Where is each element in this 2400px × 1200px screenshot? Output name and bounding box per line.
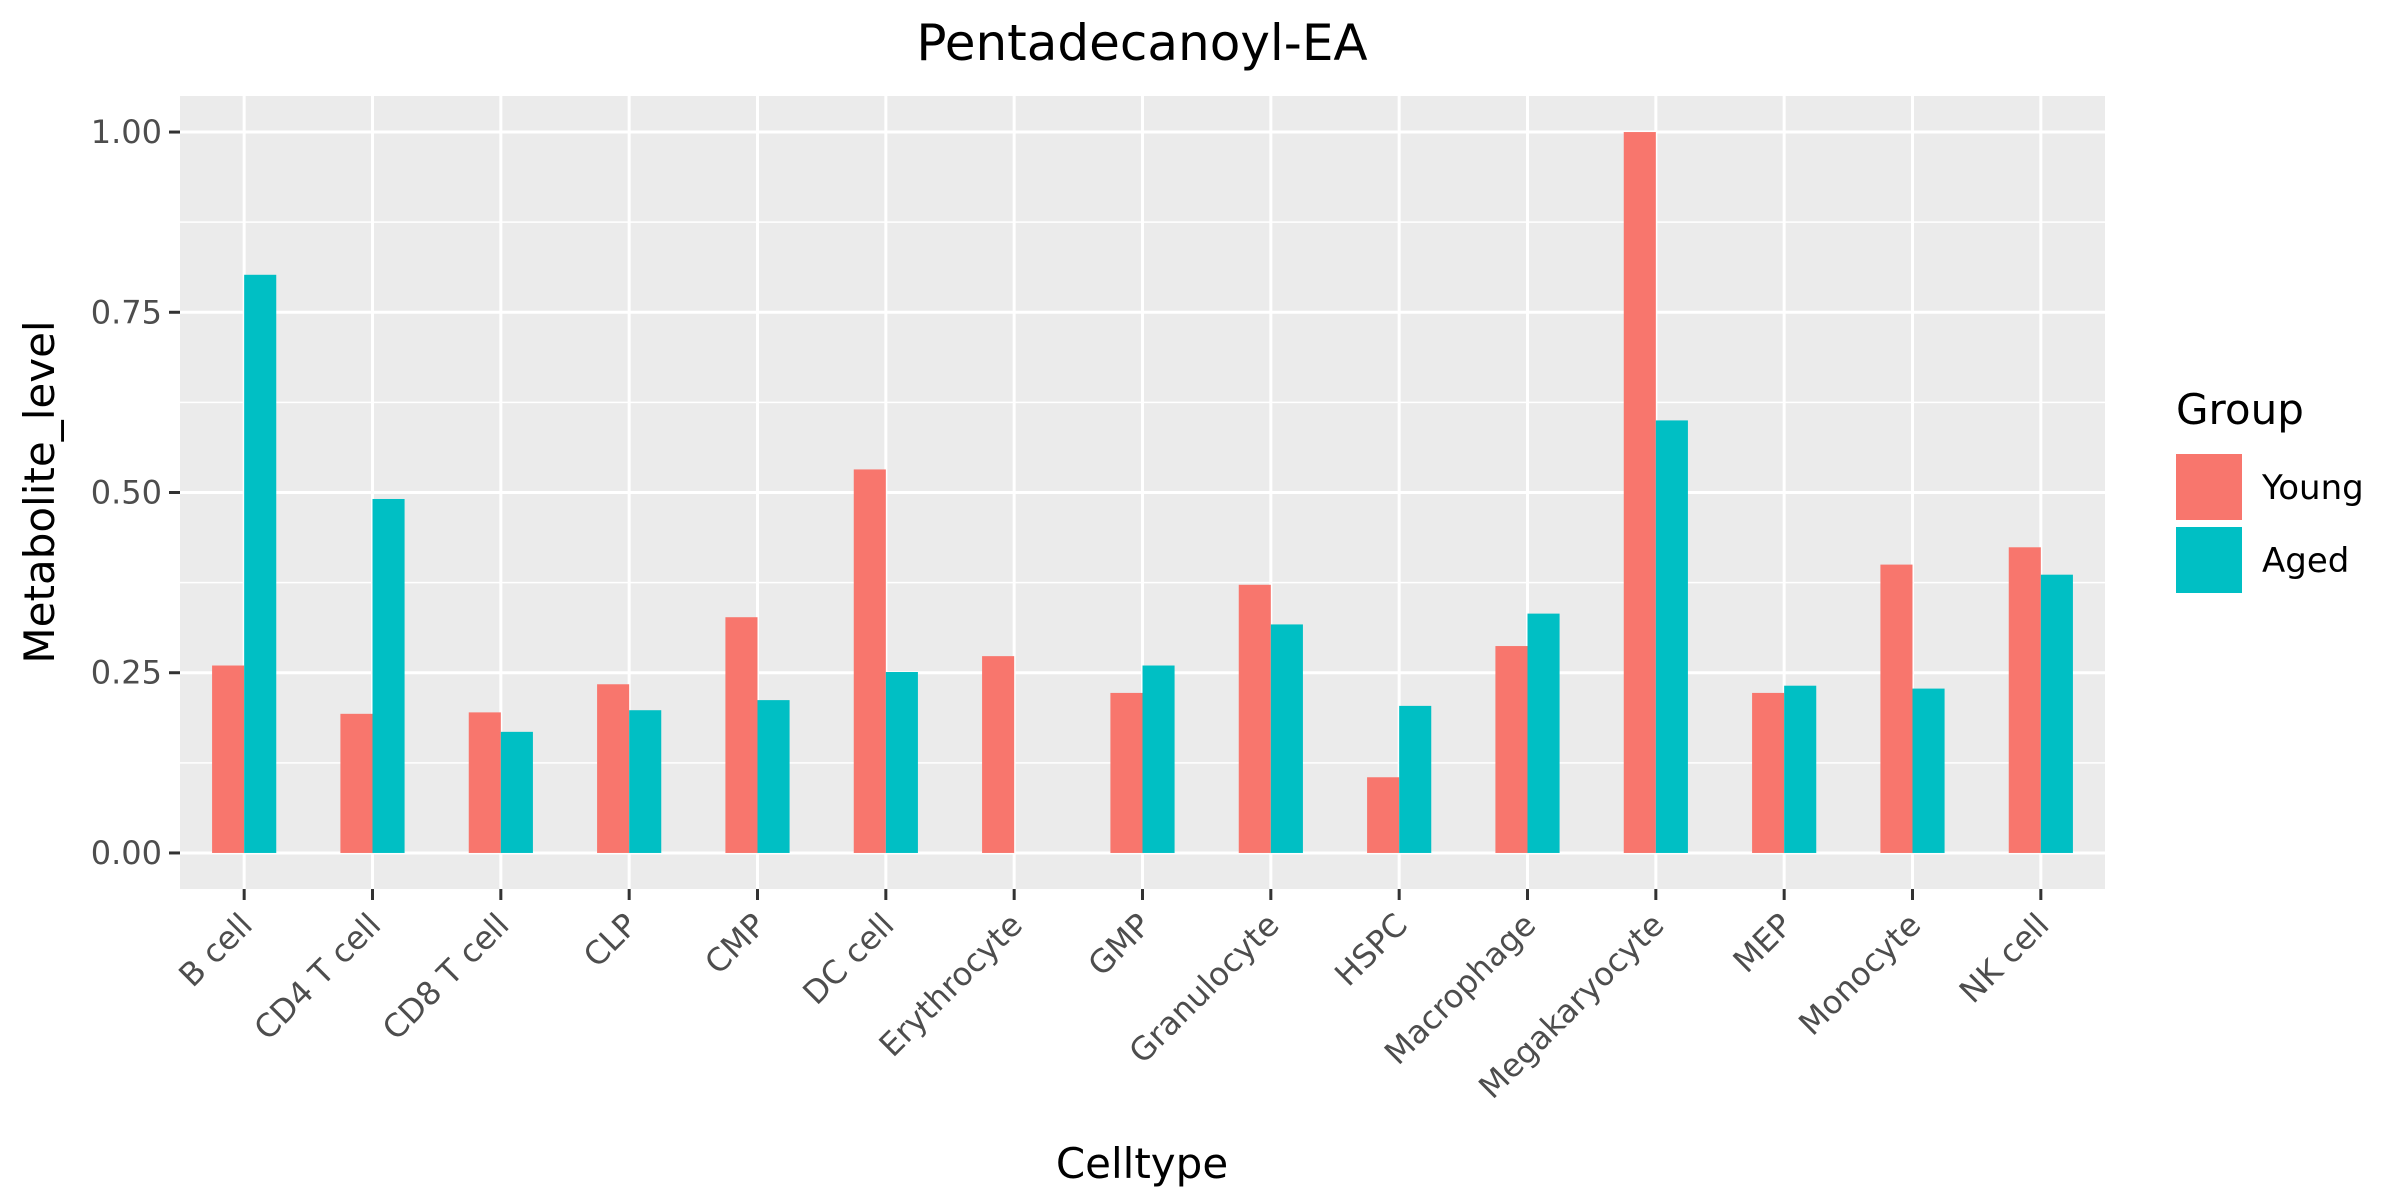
bar-young-clp bbox=[597, 684, 630, 853]
x-tick-label: Monocyte bbox=[1791, 906, 1928, 1043]
bar-young-cmp bbox=[725, 617, 758, 853]
y-tick-label: 0.25 bbox=[91, 654, 162, 692]
bar-aged-granulocyte bbox=[1270, 624, 1303, 853]
legend-title: Group bbox=[2176, 385, 2304, 434]
x-tick-label: DC cell bbox=[795, 906, 901, 1012]
x-tick-label: GMP bbox=[1081, 906, 1159, 984]
bar-aged-hspc bbox=[1399, 705, 1432, 853]
bar-aged-macrophage bbox=[1527, 613, 1560, 853]
bar-aged-monocyte bbox=[1912, 688, 1945, 853]
bar-young-cd4-t-cell bbox=[340, 713, 373, 853]
y-tick-label: 0.75 bbox=[91, 293, 162, 331]
bar-aged-cmp bbox=[757, 700, 790, 853]
bar-young-mep bbox=[1752, 692, 1785, 853]
bar-young-megakaryocyte bbox=[1623, 132, 1656, 853]
bar-aged-b-cell bbox=[244, 274, 277, 853]
x-tick-label: CLP bbox=[576, 906, 645, 975]
bar-aged-megakaryocyte bbox=[1655, 420, 1688, 853]
legend-label: Aged bbox=[2262, 541, 2349, 581]
bar-aged-nk-cell bbox=[2040, 574, 2073, 853]
x-tick-label: NK cell bbox=[1952, 906, 2057, 1011]
y-tick-label: 0.00 bbox=[91, 834, 162, 872]
x-tick-label: CMP bbox=[697, 906, 773, 982]
bars bbox=[212, 132, 2073, 853]
bar-aged-cd8-t-cell bbox=[500, 731, 533, 853]
bar-aged-mep bbox=[1784, 685, 1817, 853]
x-tick-label: MEP bbox=[1725, 906, 1799, 980]
bar-aged-dc-cell bbox=[885, 672, 918, 853]
y-axis: 0.00 0.25 0.50 0.75 1.00 bbox=[91, 113, 180, 872]
x-tick-label: CD8 T cell bbox=[375, 906, 517, 1048]
bar-young-gmp bbox=[1110, 692, 1143, 853]
legend-key-young bbox=[2176, 454, 2242, 520]
bar-young-nk-cell bbox=[2008, 547, 2041, 853]
legend-key-aged bbox=[2176, 527, 2242, 593]
bar-aged-cd4-t-cell bbox=[372, 498, 405, 853]
bar-aged-gmp bbox=[1142, 665, 1175, 853]
bar-aged-clp bbox=[629, 710, 662, 853]
bar-young-erythrocyte bbox=[982, 656, 1015, 853]
y-tick-label: 1.00 bbox=[91, 113, 162, 151]
legend: Group Young Aged bbox=[2176, 385, 2364, 593]
y-axis-title: Metabolite_level bbox=[15, 320, 64, 663]
bar-young-macrophage bbox=[1495, 646, 1528, 853]
bar-young-hspc bbox=[1367, 777, 1400, 853]
legend-label: Young bbox=[2261, 468, 2364, 508]
x-tick-label: B cell bbox=[171, 906, 260, 995]
bar-young-granulocyte bbox=[1238, 584, 1271, 853]
y-tick-label: 0.50 bbox=[91, 474, 162, 512]
chart-title: Pentadecanoyl-EA bbox=[916, 14, 1367, 72]
bar-young-cd8-t-cell bbox=[468, 712, 501, 853]
x-tick-label: HSPC bbox=[1327, 906, 1415, 994]
x-tick-label: CD4 T cell bbox=[247, 906, 389, 1048]
bar-young-b-cell bbox=[212, 665, 245, 853]
bar-young-monocyte bbox=[1880, 564, 1913, 853]
x-axis-title: Celltype bbox=[1056, 1139, 1228, 1188]
bar-young-dc-cell bbox=[853, 469, 886, 853]
